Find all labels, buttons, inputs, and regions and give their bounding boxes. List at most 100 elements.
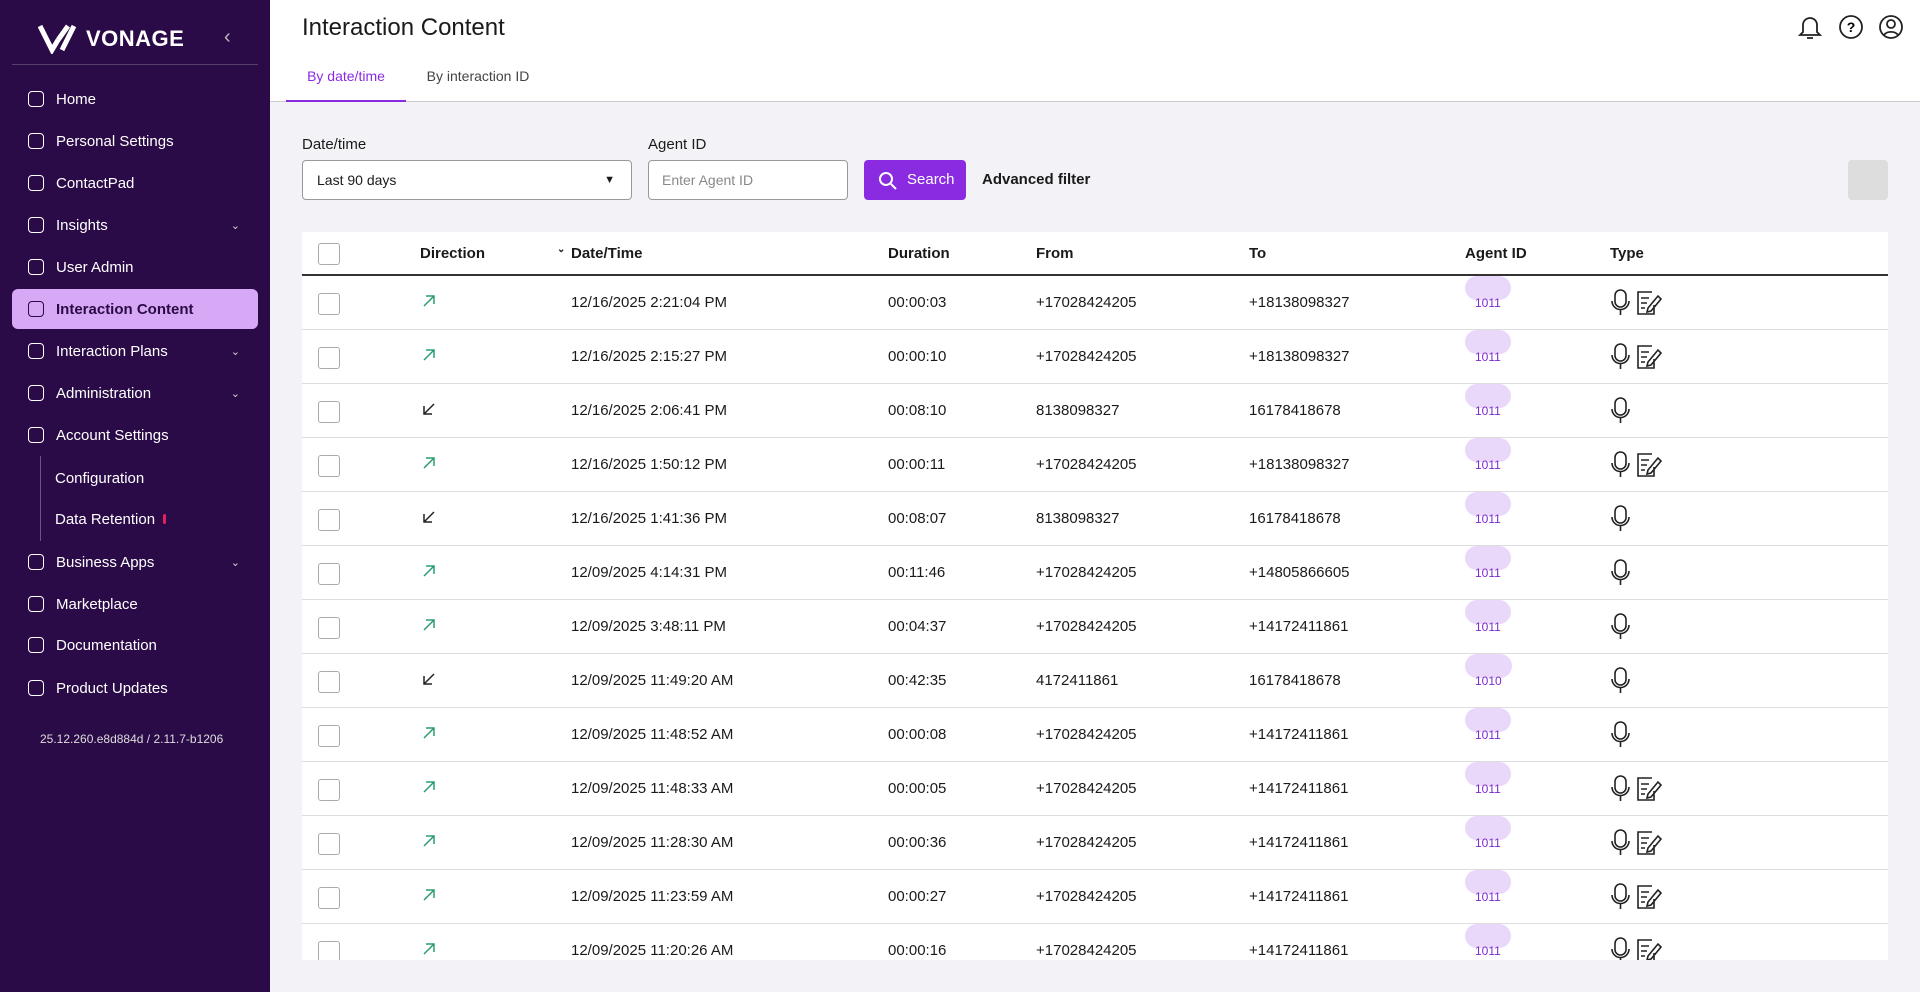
table-row[interactable]: 12/09/2025 3:48:11 PM 00:04:37 +1702842420… <box>302 600 1888 654</box>
icon <box>28 596 44 612</box>
select-all[interactable] <box>318 243 340 265</box>
cell: +14172411861 <box>1249 888 1349 905</box>
row-checkbox[interactable] <box>318 293 340 315</box>
sidebar: VONAGE ‹ Home Personal Settings ContactPad… <box>0 0 270 992</box>
nav-item[interactable]: Insights ⌄ <box>12 205 258 245</box>
table-row[interactable]: 12/16/2025 2:21:04 PM 00:00:03 +1702842420… <box>302 276 1888 330</box>
divider <box>12 64 258 65</box>
column-header[interactable]: Type <box>1610 245 1644 262</box>
nav-item[interactable]: Account Settings <box>12 415 258 455</box>
icon <box>28 637 44 653</box>
cell: +14172411861 <box>1249 942 1349 959</box>
cell: +17028424205 <box>1036 348 1137 365</box>
row-checkbox[interactable] <box>318 833 340 855</box>
row-checkbox[interactable] <box>318 941 340 960</box>
table-row[interactable]: 12/09/2025 11:23:59 AM 00:00:27 +170284242… <box>302 870 1888 924</box>
column-header[interactable]: Date/Time <box>571 245 643 262</box>
svg-text:?: ? <box>1847 19 1856 35</box>
nav-item[interactable]: Home <box>12 79 258 119</box>
row-checkbox[interactable] <box>318 401 340 423</box>
cell: +17028424205 <box>1036 294 1137 311</box>
label: Configuration <box>55 469 145 487</box>
label: ContactPad <box>56 174 135 192</box>
cell: +17028424205 <box>1036 456 1137 473</box>
table-row[interactable]: 12/16/2025 2:06:41 PM 00:08:10 8138098327 1… <box>302 384 1888 438</box>
table-row[interactable]: 12/16/2025 2:15:27 PM 00:00:10 +1702842420… <box>302 330 1888 384</box>
logo <box>38 24 77 54</box>
cell: 00:00:10 <box>888 348 947 365</box>
nav-item[interactable]: Interaction Content <box>12 289 258 329</box>
nav-item[interactable]: Business Apps ⌄ <box>12 542 258 582</box>
nav-item[interactable]: Interaction Plans ⌄ <box>12 331 258 371</box>
cell: 12/09/2025 4:14:31 PM <box>571 564 727 581</box>
column-header[interactable]: Direction <box>420 245 486 262</box>
label: Data Retention <box>55 510 156 528</box>
row-checkbox[interactable] <box>318 887 340 909</box>
table-row[interactable]: 12/09/2025 4:14:31 PM 00:11:46 +1702842420… <box>302 546 1888 600</box>
table-row[interactable]: 12/16/2025 1:41:36 PM 00:08:07 8138098327 1… <box>302 492 1888 546</box>
agent-badge: 1011 <box>1465 708 1511 742</box>
table-row[interactable]: 12/09/2025 11:28:30 AM 00:00:36 +170284242… <box>302 816 1888 870</box>
cell: 12/09/2025 3:48:11 PM <box>571 618 726 635</box>
nav-item[interactable]: Configuration <box>12 456 258 500</box>
label: Marketplace <box>56 595 138 613</box>
table-row[interactable]: 12/09/2025 11:49:20 AM 00:42:35 4172411861… <box>302 654 1888 708</box>
nav-item[interactable]: Data Retention <box>12 497 258 541</box>
nav-item[interactable]: Product Updates <box>12 668 258 708</box>
label: Interaction Plans <box>56 342 168 360</box>
cell: 12/09/2025 11:23:59 AM <box>571 888 734 905</box>
label: Documentation <box>56 636 157 654</box>
search-button[interactable]: Search <box>864 160 966 200</box>
nav-item[interactable]: Personal Settings <box>12 121 258 161</box>
row-checkbox[interactable] <box>318 725 340 747</box>
label: Account Settings <box>56 426 169 444</box>
cell: 12/16/2025 2:06:41 PM <box>571 402 727 419</box>
row-checkbox[interactable] <box>318 563 340 585</box>
type-icons <box>1611 667 1630 693</box>
row-checkbox[interactable] <box>318 779 340 801</box>
agent-input[interactable]: Enter Agent ID <box>648 160 848 200</box>
column-header[interactable]: From <box>1036 245 1074 262</box>
label: Business Apps <box>56 553 155 571</box>
direction-icon <box>423 511 435 523</box>
label: Interaction Content <box>56 300 194 318</box>
agent-badge: 1011 <box>1465 384 1511 418</box>
row-checkbox[interactable] <box>318 455 340 477</box>
column-header[interactable]: To <box>1249 245 1267 262</box>
row-checkbox[interactable] <box>318 617 340 639</box>
column-header[interactable]: Agent ID <box>1465 245 1527 262</box>
cell: +17028424205 <box>1036 618 1137 635</box>
value: Last 90 days <box>317 172 397 188</box>
table-row[interactable]: 12/09/2025 11:20:26 AM 00:00:16 +170284242… <box>302 924 1888 960</box>
tab[interactable]: By date/time <box>286 68 406 102</box>
date-select[interactable]: Last 90 days ▼ <box>302 160 632 200</box>
nav-item[interactable]: Marketplace <box>12 584 258 624</box>
advanced-filter[interactable]: Advanced filter <box>982 171 1091 188</box>
column-header[interactable]: Duration <box>888 245 950 262</box>
cell: 16178418678 <box>1249 402 1341 419</box>
row-checkbox[interactable] <box>318 347 340 369</box>
icon <box>28 554 44 570</box>
table-row[interactable]: 12/16/2025 1:50:12 PM 00:00:11 +1702842420… <box>302 438 1888 492</box>
chevron: ⌄ <box>230 387 240 400</box>
nav-item[interactable]: Administration ⌄ <box>12 373 258 413</box>
nav-item[interactable]: Documentation <box>12 625 258 665</box>
export-button[interactable] <box>1848 160 1888 200</box>
table-row[interactable]: 12/09/2025 11:48:33 AM 00:00:05 +170284242… <box>302 762 1888 816</box>
label: Home <box>56 90 97 108</box>
icon <box>28 259 44 275</box>
cell: 12/16/2025 2:15:27 PM <box>571 348 727 365</box>
collapse-button[interactable]: ‹ <box>224 26 231 48</box>
direction-icon <box>423 835 435 847</box>
chevron: ⌄ <box>230 556 240 569</box>
nav-item[interactable]: User Admin <box>12 247 258 287</box>
table-row[interactable]: 12/09/2025 11:48:52 AM 00:00:08 +170284242… <box>302 708 1888 762</box>
label: Insights <box>56 216 108 234</box>
row-checkbox[interactable] <box>318 509 340 531</box>
icon <box>28 680 44 696</box>
cell: 12/09/2025 11:28:30 AM <box>571 834 734 851</box>
nav-item[interactable]: ContactPad <box>12 163 258 203</box>
tab[interactable]: By interaction ID <box>426 68 530 84</box>
main: Interaction Content By date/time By inte… <box>270 0 1920 992</box>
row-checkbox[interactable] <box>318 671 340 693</box>
